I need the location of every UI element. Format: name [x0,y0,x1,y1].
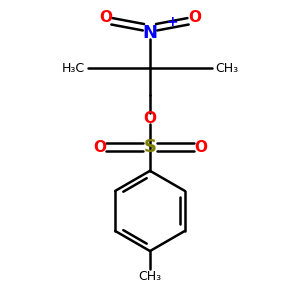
Text: CH₃: CH₃ [215,62,238,75]
Text: O: O [143,111,157,126]
Text: H₃C: H₃C [61,62,85,75]
Text: N: N [142,24,158,42]
Text: O: O [188,10,201,25]
Text: CH₃: CH₃ [138,270,162,283]
Text: +: + [167,15,178,29]
Text: O: O [194,140,207,154]
Text: O: O [93,140,106,154]
Text: S: S [143,138,157,156]
Text: O: O [99,10,112,25]
